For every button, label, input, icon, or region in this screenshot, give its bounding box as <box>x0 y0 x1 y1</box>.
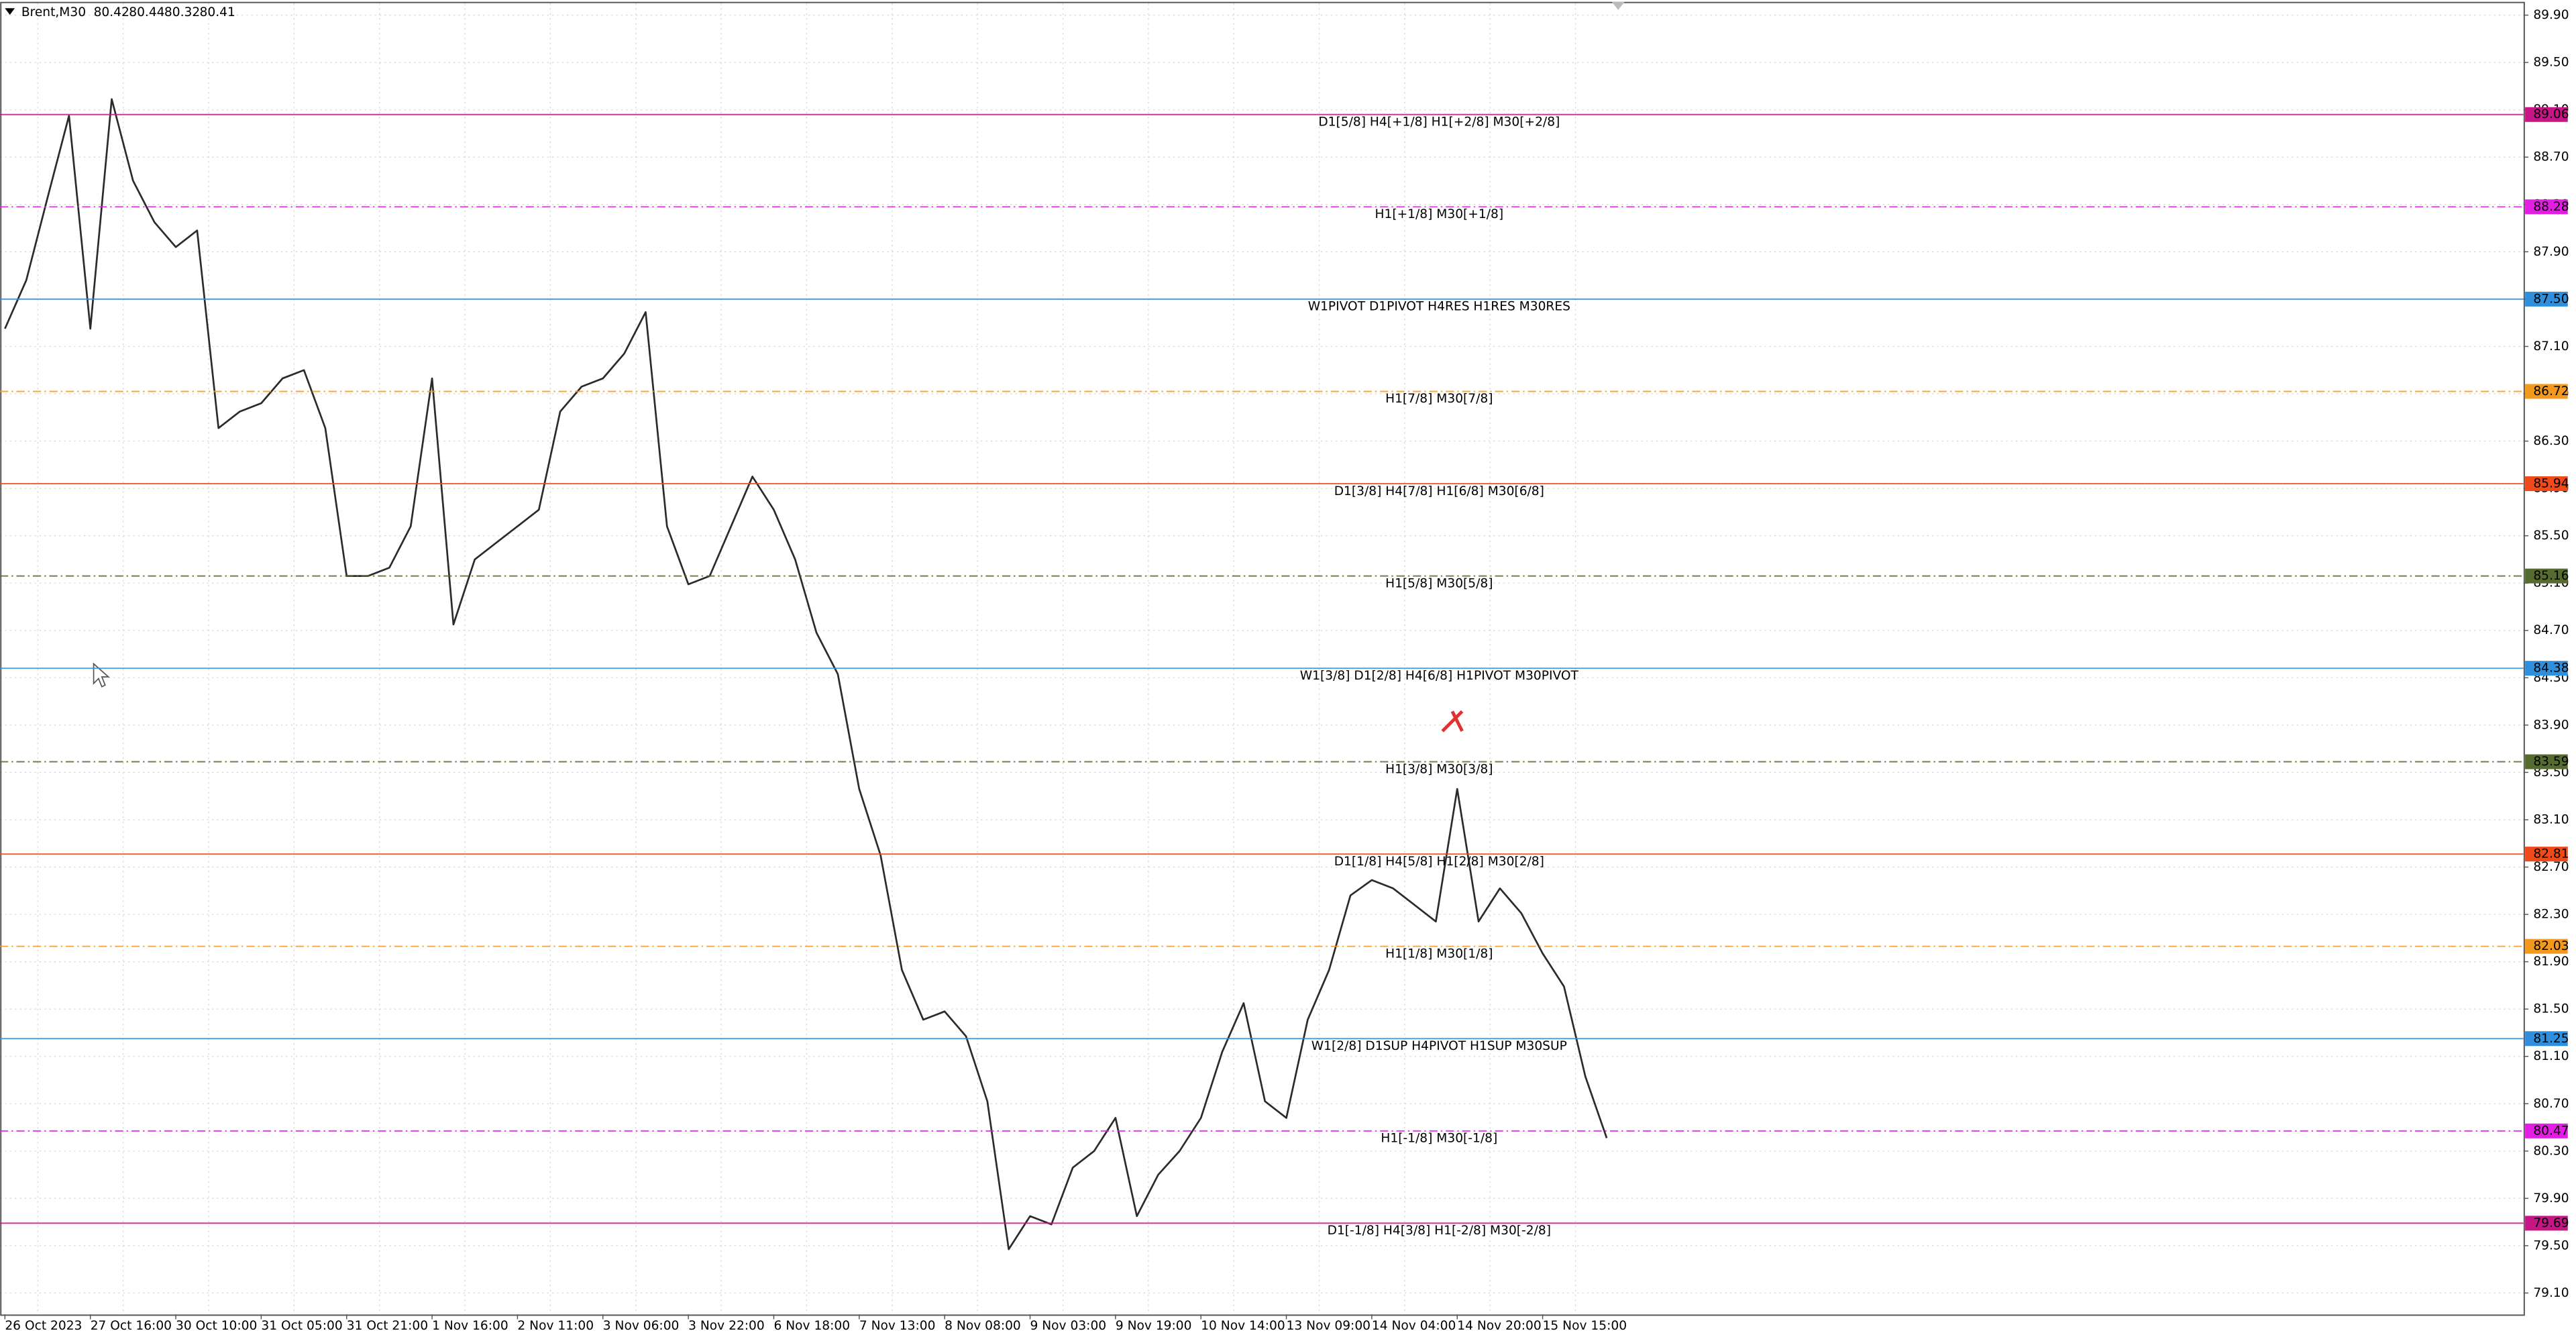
menu-arrow <box>5 8 15 15</box>
price-badge <box>2525 939 2568 954</box>
x-tick-label: 26 Oct 2023 <box>5 1319 82 1333</box>
x-tick-label: 1 Nov 16:00 <box>432 1319 508 1333</box>
x-tick-label: 3 Nov 06:00 <box>603 1319 680 1333</box>
x-tick-label: 15 Nov 15:00 <box>1543 1319 1627 1333</box>
x-tick-label: 14 Nov 04:00 <box>1372 1319 1456 1333</box>
ohlc-value: 80.32 <box>164 5 200 19</box>
price-badge-label: 88.28 <box>2533 200 2569 214</box>
price-badge <box>2525 107 2568 122</box>
y-tick-label: 81.90 <box>2533 955 2569 969</box>
y-tick-label: 81.10 <box>2533 1049 2569 1063</box>
y-tick-label: 86.30 <box>2533 434 2569 448</box>
y-tick-label: 84.70 <box>2533 623 2569 637</box>
x-tick-label: 8 Nov 08:00 <box>945 1319 1021 1333</box>
y-tick-label: 89.50 <box>2533 56 2569 70</box>
shift-marker <box>1611 1 1625 10</box>
x-tick-label: 14 Nov 20:00 <box>1457 1319 1541 1333</box>
price-badge <box>2525 199 2568 215</box>
price-badge-label: 81.25 <box>2533 1032 2569 1046</box>
x-tick-label: 10 Nov 14:00 <box>1201 1319 1285 1333</box>
ohlc-value: 80.41 <box>200 5 235 19</box>
y-tick-label: 81.50 <box>2533 1002 2569 1016</box>
level-label: H1[1/8] M30[1/8] <box>1385 947 1493 961</box>
level-label: D1[5/8] H4[+1/8] H1[+2/8] M30[+2/8] <box>1318 115 1560 129</box>
price-badge <box>2525 291 2568 307</box>
level-label: H1[5/8] M30[5/8] <box>1385 576 1493 590</box>
y-tick-label: 89.90 <box>2533 8 2569 22</box>
y-tick-label: 85.50 <box>2533 529 2569 543</box>
price-badge-label: 84.38 <box>2533 661 2569 676</box>
symbol-title: Brent,M30 <box>21 5 86 19</box>
level-label: W1[2/8] D1SUP H4PIVOT H1SUP M30SUP <box>1311 1039 1567 1053</box>
x-tick-label: 13 Nov 09:00 <box>1287 1319 1371 1333</box>
y-tick-label: 79.50 <box>2533 1238 2569 1252</box>
level-label: H1[-1/8] M30[-1/8] <box>1381 1132 1497 1146</box>
y-tick-label: 87.10 <box>2533 339 2569 354</box>
price-badge-label: 87.50 <box>2533 292 2569 306</box>
x-tick-label: 7 Nov 13:00 <box>859 1319 936 1333</box>
x-tick-label: 9 Nov 19:00 <box>1116 1319 1192 1333</box>
ohlc-value: 80.42 <box>94 5 129 19</box>
price-badge <box>2525 384 2568 399</box>
level-label: W1PIVOT D1PIVOT H4RES H1RES M30RES <box>1308 300 1570 314</box>
price-badge-label: 86.72 <box>2533 384 2569 398</box>
price-badge <box>2525 1123 2568 1138</box>
y-tick-label: 79.90 <box>2533 1191 2569 1206</box>
y-tick-label: 83.10 <box>2533 812 2569 826</box>
x-tick-label: 27 Oct 16:00 <box>91 1319 172 1333</box>
plot <box>4 98 1608 1250</box>
mouse-cursor <box>93 662 110 688</box>
price-badge-label: 85.94 <box>2533 477 2569 491</box>
price-badge-label: 79.69 <box>2533 1216 2569 1230</box>
level-label: D1[1/8] H4[5/8] H1[2/8] M30[2/8] <box>1334 855 1544 869</box>
price-badge <box>2525 754 2568 769</box>
grid <box>0 3 2524 1315</box>
price-badge <box>2525 568 2568 584</box>
price-badge-label: 85.16 <box>2533 569 2569 583</box>
y-tick-label: 82.70 <box>2533 860 2569 874</box>
price-badge <box>2525 1031 2568 1047</box>
y-tick-label: 87.90 <box>2533 245 2569 259</box>
price-badge-label: 82.03 <box>2533 939 2569 953</box>
x-tick-label: 6 Nov 18:00 <box>773 1319 850 1333</box>
price-badge-label: 89.06 <box>2533 107 2569 121</box>
y-tick-label: 80.70 <box>2533 1097 2569 1111</box>
ohlc: 80.42 80.44 80.32 80.41 <box>94 5 235 19</box>
price-badge <box>2525 847 2568 862</box>
plot-frame <box>0 1 2525 1316</box>
x-tick-label: 9 Nov 03:00 <box>1030 1319 1107 1333</box>
level-label: H1[3/8] M30[3/8] <box>1385 762 1493 776</box>
level-label: H1[7/8] M30[7/8] <box>1385 392 1493 406</box>
y-tick-label: 80.30 <box>2533 1144 2569 1158</box>
level-label: D1[3/8] H4[7/8] H1[6/8] M30[6/8] <box>1334 484 1544 498</box>
levels: D1[5/8] H4[+1/8] H1[+2/8] M30[+2/8] 89.06… <box>0 107 2569 1238</box>
time-axis: 26 Oct 2023 27 Oct 16:00 30 Oct 10:00 31 Oc… <box>4 1314 1627 1333</box>
y-tick-label: 82.30 <box>2533 908 2569 922</box>
y-tick-label: 79.10 <box>2533 1286 2569 1300</box>
price-badge <box>2525 1216 2568 1231</box>
x-tick-label: 31 Oct 21:00 <box>347 1319 428 1333</box>
x-tick-label: 30 Oct 10:00 <box>176 1319 257 1333</box>
price-badge <box>2525 476 2568 492</box>
ohlc-value: 80.44 <box>129 5 164 19</box>
price-badge-label: 80.47 <box>2533 1124 2569 1138</box>
price-line <box>4 98 1608 1250</box>
price-badge-label: 83.59 <box>2533 755 2569 769</box>
level-label: D1[-1/8] H4[3/8] H1[-2/8] M30[-2/8] <box>1328 1224 1551 1238</box>
level-label: H1[+1/8] M30[+1/8] <box>1375 207 1503 221</box>
price-badge <box>2525 661 2568 676</box>
x-tick-label: 2 Nov 11:00 <box>517 1319 594 1333</box>
y-tick-label: 83.90 <box>2533 718 2569 732</box>
level-label: W1[3/8] D1[2/8] H4[6/8] H1PIVOT M30PIVOT <box>1300 669 1579 683</box>
price-badge-label: 82.81 <box>2533 847 2569 861</box>
x-tick-label: 31 Oct 05:00 <box>261 1319 342 1333</box>
cross-marker <box>1441 710 1464 733</box>
x-tick-label: 3 Nov 22:00 <box>688 1319 765 1333</box>
y-tick-label: 88.70 <box>2533 150 2569 164</box>
